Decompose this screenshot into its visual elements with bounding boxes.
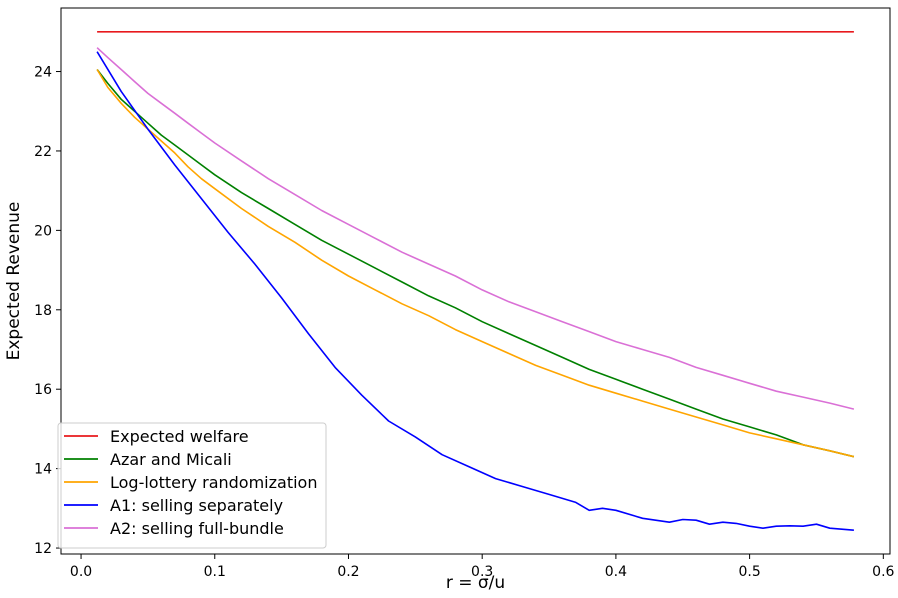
plot-frame — [60, 7, 891, 555]
x-axis-label: r = σ/u — [446, 573, 505, 593]
y-tick-label: 18 — [34, 303, 52, 319]
y-tick-label: 14 — [34, 462, 52, 478]
series-line-4 — [96, 51, 854, 531]
legend-label: A1: selling separately — [110, 496, 283, 515]
y-tick-label: 22 — [34, 144, 52, 160]
y-tick-label: 16 — [34, 382, 52, 398]
series-line-5 — [96, 47, 855, 410]
series-line-2 — [96, 69, 855, 458]
legend-box — [57, 422, 327, 549]
series-line-3 — [96, 69, 855, 458]
x-tick-label: 0.1 — [204, 564, 226, 580]
x-tick-label: 0.6 — [872, 564, 894, 580]
x-tick-label: 0.2 — [337, 564, 359, 580]
legend-label: Azar and Micali — [110, 450, 232, 469]
legend-label: Expected welfare — [110, 427, 249, 446]
y-axis-ticks: 12 14 16 18 20 22 24 — [34, 65, 61, 557]
x-tick-label: 0.3 — [471, 564, 493, 580]
plot-lines — [96, 30, 855, 531]
y-axis-label: Expected Revenue — [4, 202, 24, 361]
x-axis-ticks: 0.0 0.1 0.2 0.3 0.4 0.5 0.6 — [70, 554, 895, 580]
legend: Expected welfare Azar and Micali Log-lotte… — [57, 422, 327, 549]
y-tick-label: 24 — [34, 65, 52, 81]
x-tick-label: 0.0 — [70, 564, 92, 580]
legend-label: Log-lottery randomization — [110, 473, 317, 492]
y-tick-label: 20 — [34, 223, 52, 239]
x-tick-label: 0.5 — [738, 564, 760, 580]
legend-label: A2: selling full-bundle — [110, 519, 284, 538]
y-tick-label: 12 — [34, 541, 52, 557]
x-tick-label: 0.4 — [605, 564, 627, 580]
